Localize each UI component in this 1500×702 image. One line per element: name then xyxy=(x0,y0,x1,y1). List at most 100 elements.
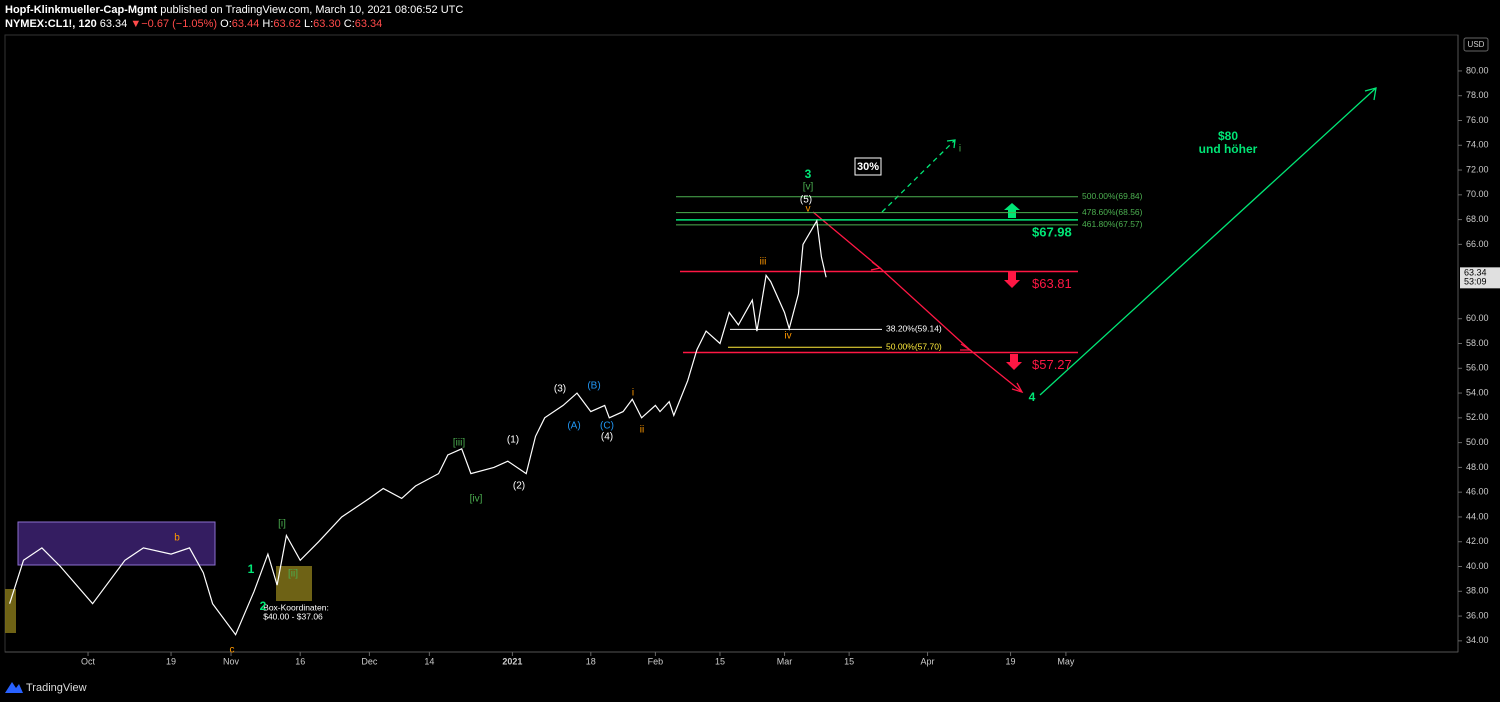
percent-box xyxy=(854,157,882,176)
target-note: und höher xyxy=(1199,142,1258,156)
x-tick-label: Nov xyxy=(223,656,240,666)
wave-label: (2) xyxy=(513,481,525,492)
ohlc-label: L: xyxy=(303,18,314,30)
price-tag xyxy=(1460,267,1500,289)
y-tick-label: 70.00 xyxy=(1466,189,1489,199)
x-tick-label: 2021 xyxy=(502,656,522,666)
ohlc: O:63.44 H:63.62 L:63.30 C:63.34 xyxy=(220,18,382,30)
x-tick-label: 19 xyxy=(1006,656,1016,666)
x-tick-label: Oct xyxy=(81,656,96,666)
wave-label: 4 xyxy=(1029,390,1036,404)
y-tick-label: 54.00 xyxy=(1466,387,1489,397)
wave-label: i xyxy=(632,388,634,399)
wave-label: [iii] xyxy=(453,438,465,449)
y-tick-label: 50.00 xyxy=(1466,437,1489,447)
currency-box xyxy=(1463,37,1489,52)
y-tick-label: 60.00 xyxy=(1466,313,1489,323)
wave-label: [iv] xyxy=(470,494,483,505)
y-tick-label: 72.00 xyxy=(1466,164,1489,174)
range-box xyxy=(276,566,312,601)
box-note: Box-Koordinaten: xyxy=(263,602,329,612)
y-tick-label: 40.00 xyxy=(1466,561,1489,571)
range-box xyxy=(17,521,216,566)
symbol: NYMEX:CL1!, 120 xyxy=(5,18,97,30)
wave-label: (1) xyxy=(507,435,519,446)
wave-label: [i] xyxy=(278,519,286,530)
y-tick-label: 38.00 xyxy=(1466,586,1489,596)
footer-brand: TradingView xyxy=(26,682,87,694)
wave-label: ii xyxy=(640,425,644,436)
wave-label: b xyxy=(174,533,180,544)
x-tick-label: 15 xyxy=(715,656,725,666)
wave-label: 2 xyxy=(260,599,267,613)
wave-label: iii xyxy=(760,257,767,268)
wave-label: (A) xyxy=(567,421,580,432)
target-label: $63.81 xyxy=(1032,276,1072,291)
header: Hopf-Klinkmueller-Cap-Mgmt published on … xyxy=(5,3,463,31)
fib-label: 500.00%(69.84) xyxy=(1082,191,1143,201)
wave-label: [v] xyxy=(803,182,814,193)
x-tick-label: Apr xyxy=(921,656,935,666)
x-tick-label: Mar xyxy=(777,656,793,666)
tv-logo xyxy=(5,682,23,693)
x-tick-label: Feb xyxy=(648,656,664,666)
x-tick-label: May xyxy=(1057,656,1075,666)
ohlc-value: 63.34 xyxy=(354,18,383,30)
ohlc-value: 63.44 xyxy=(231,18,260,30)
y-tick-label: 44.00 xyxy=(1466,511,1489,521)
wave-label: v xyxy=(806,204,811,215)
x-tick-label: 18 xyxy=(586,656,596,666)
wave-label: i xyxy=(959,144,961,155)
plot-area xyxy=(4,34,1459,653)
y-tick-label: 66.00 xyxy=(1466,239,1489,249)
wave-label: 1 xyxy=(248,562,255,576)
projection-arrows xyxy=(812,87,1377,396)
y-tick-label: 74.00 xyxy=(1466,140,1489,150)
wave-label: 3 xyxy=(805,167,812,181)
y-tick-label: 42.00 xyxy=(1466,536,1489,546)
price-line xyxy=(9,218,827,636)
target-label: $67.98 xyxy=(1032,224,1072,239)
wave-label: c xyxy=(230,645,235,656)
fib-label: 50.00%(57.70) xyxy=(886,341,942,351)
price-tag-countdown: 53:09 xyxy=(1464,277,1487,287)
author: Hopf-Klinkmueller-Cap-Mgmt xyxy=(5,4,158,16)
range-box xyxy=(5,589,16,633)
wave-label: (C) xyxy=(600,421,614,432)
last: 63.34 xyxy=(99,18,128,30)
ohlc-value: 63.62 xyxy=(273,18,301,30)
percent-note: 30% xyxy=(857,161,879,173)
y-tick-label: 56.00 xyxy=(1466,363,1489,373)
wave-label: (4) xyxy=(601,432,613,443)
ohlc-value: 63.30 xyxy=(313,18,341,30)
ohlc-label: H: xyxy=(262,18,274,30)
y-tick-label: 76.00 xyxy=(1466,115,1489,125)
y-tick-label: 48.00 xyxy=(1466,462,1489,472)
y-tick-label: 78.00 xyxy=(1466,90,1489,100)
price-tag-value: 63.34 xyxy=(1464,268,1487,278)
box-note: $40.00 - $37.06 xyxy=(263,611,323,621)
wave-label: (B) xyxy=(587,381,600,392)
change: −0.67 (−1.05%) xyxy=(141,18,218,30)
x-tick-label: Dec xyxy=(361,656,378,666)
x-tick-label: 16 xyxy=(295,656,305,666)
target-note: $80 xyxy=(1218,129,1238,143)
ohlc-label: C: xyxy=(343,18,355,30)
x-tick-label: 15 xyxy=(844,656,854,666)
wave-label: (3) xyxy=(554,384,566,395)
currency: USD xyxy=(1468,40,1485,49)
y-tick-label: 52.00 xyxy=(1466,412,1489,422)
arrow: ▼ xyxy=(130,18,142,30)
wave-label: [ii] xyxy=(288,569,298,580)
y-tick-label: 80.00 xyxy=(1466,65,1489,75)
fib-label: 478.60%(68.56) xyxy=(1082,207,1143,217)
x-tick-label: 19 xyxy=(166,656,176,666)
y-tick-label: 68.00 xyxy=(1466,214,1489,224)
y-tick-label: 36.00 xyxy=(1466,610,1489,620)
target-label: $57.27 xyxy=(1032,357,1072,372)
y-tick-label: 34.00 xyxy=(1466,635,1489,645)
wave-label: iv xyxy=(784,331,791,342)
wave-label: (5) xyxy=(800,195,812,206)
